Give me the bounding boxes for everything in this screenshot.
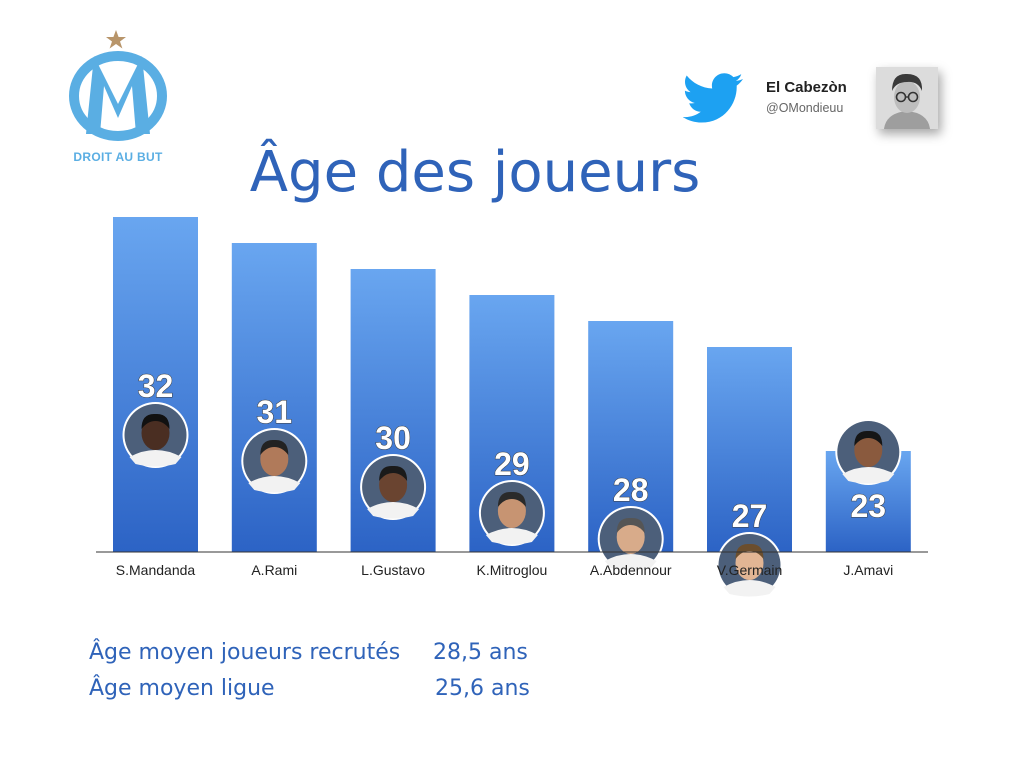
bar-value-label: 30 <box>375 420 411 456</box>
bar-1 <box>231 243 317 552</box>
bar-0 <box>113 217 198 552</box>
star-icon <box>106 30 126 49</box>
x-tick-label: S.Mandanda <box>116 562 196 578</box>
page-title: Âge des joueurs <box>249 140 701 205</box>
bar-value-label: 31 <box>257 394 293 430</box>
player-avatar-icon <box>478 480 545 546</box>
author-handle: @OMondieuu <box>766 101 844 115</box>
stat-value-recruited-age: 28,5 ans <box>433 640 528 665</box>
bar-value-label: 23 <box>851 488 887 524</box>
bar-value-label: 32 <box>138 368 174 404</box>
bar-value-label: 29 <box>494 446 530 482</box>
bar-5 <box>707 347 792 552</box>
player-avatar-icon <box>241 428 308 494</box>
x-tick-label: K.Mitroglou <box>476 562 547 578</box>
bar-value-label: 28 <box>613 472 649 508</box>
x-tick-label: L.Gustavo <box>361 562 425 578</box>
stat-label-recruited-age: Âge moyen joueurs recrutés <box>89 640 401 665</box>
player-avatar-icon <box>835 419 902 485</box>
player-avatar-icon <box>360 454 427 520</box>
stat-label-league-age: Âge moyen ligue <box>89 676 275 701</box>
player-avatar-icon <box>122 402 189 468</box>
bar-value-label: 27 <box>732 498 768 534</box>
om-logo-icon <box>69 30 167 141</box>
author-name: El Cabezòn <box>766 79 847 96</box>
x-tick-label: J.Amavi <box>843 562 893 578</box>
club-motto: DROIT AU BUT <box>73 150 163 164</box>
author-avatar-icon <box>876 67 938 129</box>
player-avatar-icon <box>597 506 664 572</box>
player-avatar-icon <box>716 532 783 598</box>
twitter-bird-icon <box>683 73 743 123</box>
x-tick-label: A.Abdennour <box>590 562 672 578</box>
x-tick-label: A.Rami <box>251 562 297 578</box>
x-tick-label: V.Germain <box>717 562 783 578</box>
stat-value-league-age: 25,6 ans <box>435 676 530 701</box>
